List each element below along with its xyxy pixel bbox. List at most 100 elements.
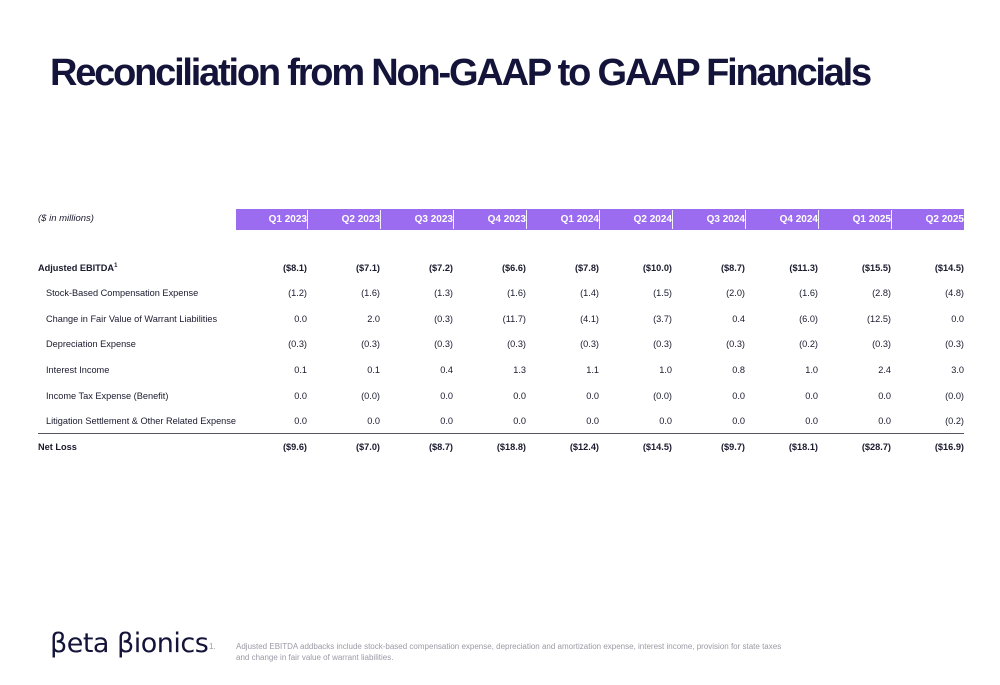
row-label-text: Adjusted EBITDA [38, 263, 115, 273]
row-label: Interest Income [46, 365, 109, 375]
table-cell: ($8.1) [282, 263, 307, 273]
table-cell: 0.0 [805, 416, 818, 426]
row-label: Litigation Settlement & Other Related Ex… [46, 416, 236, 426]
table-row: Income Tax Expense (Benefit) 0.0 (0.0) 0.0 0… [38, 391, 964, 407]
footnote-text: Adjusted EBITDA addbacks include stock-b… [236, 642, 782, 662]
table-cell: (0.0) [361, 391, 380, 401]
table-cell: (11.7) [502, 314, 526, 324]
row-label-text: Litigation Settlement & Other Related Ex… [46, 416, 236, 426]
table-cell: 0.0 [878, 416, 891, 426]
company-logo: βeta βionics [50, 628, 209, 659]
table-cell: 0.0 [440, 416, 453, 426]
table-cell: (1.5) [653, 288, 672, 298]
table-cell: 0.0 [513, 391, 526, 401]
column-header: Q4 2023 [454, 209, 527, 230]
table-cell: (6.0) [799, 314, 818, 324]
table-row: Stock-Based Compensation Expense (1.2) (1.… [38, 288, 964, 304]
units-label: ($ in millions) [38, 213, 94, 224]
table-cell: (4.1) [580, 314, 599, 324]
table-cell: ($18.1) [788, 442, 818, 452]
table-cell: 0.0 [951, 314, 964, 324]
net-loss-divider [38, 433, 964, 434]
table-cell: (1.4) [580, 288, 599, 298]
table-row: Interest Income 0.1 0.1 0.4 1.3 1.1 1.0 0.8 1.0 2… [38, 365, 964, 381]
row-label: Income Tax Expense (Benefit) [46, 391, 168, 401]
table-cell: 0.0 [513, 416, 526, 426]
table-cell: (4.8) [945, 288, 964, 298]
column-header: Q1 2025 [819, 209, 892, 230]
table-row: Net Loss ($9.6) ($7.0) ($8.7) ($18.8) ($12.4)… [38, 442, 964, 458]
table-cell: (0.3) [361, 339, 380, 349]
table-cell: (1.6) [799, 288, 818, 298]
row-label: Stock-Based Compensation Expense [46, 288, 198, 298]
table-cell: 1.0 [659, 365, 672, 375]
table-cell: (0.2) [799, 339, 818, 349]
table-row: Litigation Settlement & Other Related Ex… [38, 416, 964, 432]
table-cell: ($10.0) [642, 263, 672, 273]
table-cell: 1.0 [805, 365, 818, 375]
table-cell: 0.1 [367, 365, 380, 375]
table-cell: ($9.7) [720, 442, 745, 452]
table-cell: 0.0 [294, 314, 307, 324]
table-cell: (0.0) [653, 391, 672, 401]
table-cell: (1.2) [288, 288, 307, 298]
table-cell: (3.7) [653, 314, 672, 324]
table-cell: 1.1 [586, 365, 599, 375]
row-label-text: Income Tax Expense (Benefit) [46, 391, 169, 401]
table-cell: ($7.1) [355, 263, 380, 273]
footnote-marker: 1 [114, 262, 118, 269]
table-cell: 2.4 [878, 365, 891, 375]
table-cell: 0.0 [367, 416, 380, 426]
table-cell: (0.3) [726, 339, 745, 349]
table-cell: 0.1 [294, 365, 307, 375]
table-cell: ($15.5) [861, 263, 891, 273]
table-cell: ($14.5) [934, 263, 964, 273]
table-cell: (0.3) [507, 339, 526, 349]
table-cell: ($7.2) [428, 263, 453, 273]
column-header: Q2 2023 [308, 209, 381, 230]
table-cell: 0.0 [586, 416, 599, 426]
table-cell: 0.0 [440, 391, 453, 401]
table-cell: 0.8 [732, 365, 745, 375]
table-cell: (2.0) [726, 288, 745, 298]
table-cell: (0.3) [434, 314, 453, 324]
column-header: Q4 2024 [746, 209, 819, 230]
table-cell: (0.2) [945, 416, 964, 426]
column-header: Q1 2024 [527, 209, 600, 230]
column-header: Q2 2024 [600, 209, 673, 230]
table-cell: ($18.8) [496, 442, 526, 452]
page-title: Reconciliation from Non-GAAP to GAAP Fin… [50, 52, 872, 94]
table-cell: 0.4 [440, 365, 453, 375]
table-cell: 0.0 [732, 416, 745, 426]
table-cell: ($11.3) [789, 263, 818, 273]
row-label-text: Stock-Based Compensation Expense [46, 288, 199, 298]
table-cell: (0.3) [288, 339, 307, 349]
table-cell: (0.3) [580, 339, 599, 349]
row-label: Depreciation Expense [46, 339, 136, 349]
table-cell: 0.0 [586, 391, 599, 401]
footnote-number: 1. [209, 642, 216, 651]
table-cell: (2.8) [872, 288, 891, 298]
table-cell: ($6.6) [501, 263, 526, 273]
row-label-text: Change in Fair Value of Warrant Liabilit… [46, 314, 218, 324]
table-cell: (0.3) [872, 339, 891, 349]
row-label: Net Loss [38, 442, 77, 452]
table-cell: (12.5) [866, 314, 891, 324]
table-cell: ($16.9) [934, 442, 964, 452]
table-cell: 2.0 [367, 314, 380, 324]
table-cell: (0.3) [653, 339, 672, 349]
table-row: Change in Fair Value of Warrant Liabilit… [38, 314, 964, 330]
table-cell: 0.0 [294, 391, 307, 401]
table-cell: 0.4 [732, 314, 745, 324]
row-label: Adjusted EBITDA1 [38, 263, 117, 273]
table-cell: 1.3 [513, 365, 526, 375]
column-header: Q3 2024 [673, 209, 746, 230]
table-cell: (1.6) [361, 288, 380, 298]
table-cell: (1.3) [434, 288, 453, 298]
table-cell: (1.6) [507, 288, 526, 298]
row-label-text: Net Loss [38, 442, 77, 452]
table-cell: 0.0 [659, 416, 672, 426]
table-cell: ($12.4) [569, 442, 599, 452]
column-header: Q1 2023 [235, 209, 308, 230]
table-cell: 0.0 [294, 416, 307, 426]
